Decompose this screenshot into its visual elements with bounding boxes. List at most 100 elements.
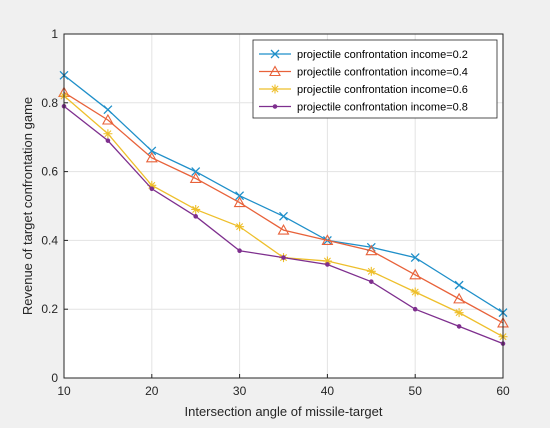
data-point bbox=[410, 287, 420, 297]
marker-dot bbox=[272, 104, 278, 109]
marker-triangle-path bbox=[145, 151, 158, 163]
data-point bbox=[191, 167, 201, 177]
marker-x bbox=[270, 49, 280, 59]
y-tick-label: 0.4 bbox=[41, 233, 58, 247]
marker-star-path bbox=[191, 204, 201, 214]
marker-triangle-path bbox=[321, 234, 334, 245]
x-tick-label: 60 bbox=[496, 384, 510, 398]
data-point bbox=[145, 151, 158, 163]
marker-triangle-path bbox=[189, 172, 202, 184]
marker-star-path bbox=[410, 287, 420, 297]
marker-dot-shape bbox=[369, 279, 374, 284]
marker-x-path bbox=[191, 167, 201, 177]
marker-x-path bbox=[410, 253, 420, 263]
plot-border bbox=[63, 33, 504, 379]
y-tick-label: 0.8 bbox=[41, 96, 58, 110]
data-point bbox=[103, 129, 113, 139]
x-tick-label: 50 bbox=[409, 384, 423, 398]
data-point bbox=[277, 223, 290, 235]
marker-x-path bbox=[235, 191, 245, 201]
marker-triangle-path bbox=[101, 113, 114, 125]
data-point bbox=[149, 186, 155, 192]
x-tick-label: 20 bbox=[145, 384, 159, 398]
data-point bbox=[454, 280, 464, 290]
marker-x-path bbox=[147, 146, 157, 156]
marker-star-path bbox=[235, 222, 245, 232]
marker-triangle-path bbox=[453, 292, 466, 304]
y-tick-label: 1 bbox=[51, 27, 58, 41]
legend-label: projectile confrontation income=0.2 bbox=[297, 49, 468, 61]
data-point bbox=[321, 234, 334, 245]
legend-entry: projectile confrontation income=0.4 bbox=[259, 65, 468, 79]
x-tick-label: 40 bbox=[321, 384, 335, 398]
y-axis-label: Revenue of target confrontation game bbox=[20, 97, 35, 315]
legend-box bbox=[252, 39, 498, 119]
data-point bbox=[235, 222, 245, 232]
marker-dot-shape bbox=[272, 104, 278, 109]
data-point bbox=[454, 308, 464, 318]
marker-triangle bbox=[269, 65, 281, 77]
series-line bbox=[63, 91, 504, 324]
series-4 bbox=[61, 103, 506, 346]
marker-dot-shape bbox=[281, 255, 286, 260]
data-point bbox=[147, 146, 157, 156]
marker-star-path bbox=[454, 308, 464, 318]
marker-dot-shape bbox=[456, 324, 462, 329]
data-point bbox=[235, 191, 245, 201]
marker-x-path bbox=[279, 211, 288, 221]
data-point bbox=[191, 204, 201, 214]
marker-star-path bbox=[103, 129, 113, 139]
marker-triangle-path bbox=[269, 65, 281, 77]
marker-dot-shape bbox=[412, 306, 418, 312]
data-point bbox=[281, 255, 286, 260]
data-point bbox=[366, 266, 376, 276]
legend-entry: projectile confrontation income=0.6 bbox=[259, 84, 468, 96]
marker-triangle-path bbox=[233, 196, 246, 208]
data-point bbox=[105, 138, 111, 143]
legend-entry: projectile confrontation income=0.8 bbox=[259, 102, 468, 114]
data-point bbox=[322, 256, 332, 266]
data-point bbox=[453, 292, 466, 304]
data-point bbox=[237, 248, 242, 254]
legend-entry: projectile confrontation income=0.2 bbox=[259, 49, 468, 61]
y-axis-ticks: 0 0.2 0.4 0.6 0.8 1 bbox=[41, 27, 68, 385]
data-point bbox=[189, 172, 202, 184]
legend-label: projectile confrontation income=0.4 bbox=[297, 67, 468, 79]
data-point bbox=[103, 105, 113, 115]
data-point bbox=[193, 214, 198, 219]
marker-triangle-path bbox=[409, 268, 422, 280]
data-point bbox=[409, 268, 422, 280]
x-axis-ticks: 10 20 30 40 50 60 bbox=[57, 374, 510, 398]
marker-star-path bbox=[322, 256, 332, 266]
x-axis-label: Intersection angle of missile-target bbox=[185, 404, 383, 419]
data-point bbox=[233, 196, 246, 208]
marker-x-path bbox=[103, 105, 113, 115]
data-point bbox=[412, 306, 418, 312]
legend: projectile confrontation income=0.2 proje… bbox=[252, 39, 498, 119]
marker-star bbox=[270, 84, 280, 94]
marker-x-path bbox=[454, 280, 464, 290]
data-point bbox=[101, 113, 114, 125]
data-point bbox=[325, 262, 330, 267]
marker-dot-shape bbox=[193, 214, 198, 219]
y-tick-label: 0 bbox=[51, 371, 58, 385]
legend-label: projectile confrontation income=0.6 bbox=[297, 84, 468, 96]
marker-triangle-path bbox=[277, 223, 290, 235]
data-point bbox=[365, 244, 378, 256]
data-point bbox=[279, 211, 288, 221]
data-point bbox=[147, 180, 157, 190]
legend-label: projectile confrontation income=0.8 bbox=[297, 102, 468, 114]
y-tick-label: 0.6 bbox=[41, 165, 58, 179]
series-layer bbox=[58, 70, 509, 346]
x-tick-label: 10 bbox=[57, 384, 71, 398]
data-point bbox=[410, 253, 420, 263]
marker-dot-shape bbox=[149, 186, 155, 192]
marker-star-path bbox=[366, 266, 376, 276]
data-point bbox=[369, 279, 374, 284]
data-point bbox=[456, 324, 462, 329]
marker-triangle-path bbox=[365, 244, 378, 256]
marker-dot-shape bbox=[325, 262, 330, 267]
marker-star-path bbox=[270, 84, 280, 94]
marker-dot-shape bbox=[237, 248, 242, 254]
